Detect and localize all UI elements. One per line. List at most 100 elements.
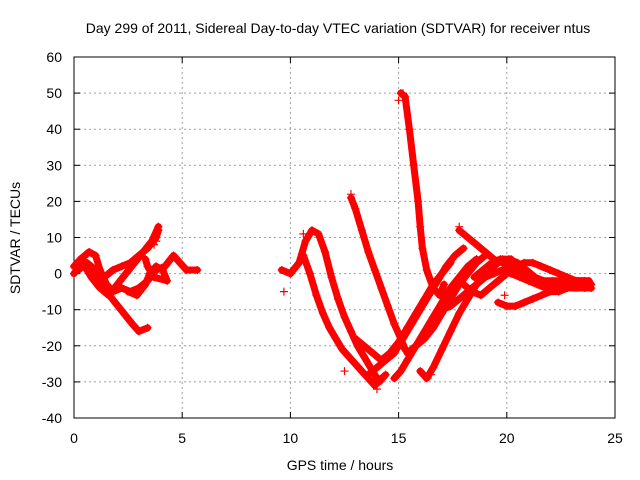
data-point	[463, 269, 472, 278]
y-tick-label: -10	[42, 302, 62, 318]
data-point	[463, 294, 472, 303]
data-point	[478, 265, 487, 274]
data-point	[572, 284, 581, 293]
data-point	[429, 323, 438, 332]
data-point	[565, 276, 574, 285]
data-point	[141, 255, 150, 264]
data-point	[446, 327, 455, 336]
series-5-line	[124, 255, 171, 299]
data-point	[331, 334, 340, 343]
x-axis-label: GPS time / hours	[287, 457, 394, 473]
data-point	[494, 276, 503, 285]
outlier-point	[427, 370, 436, 379]
data-point	[351, 359, 360, 368]
data-point	[113, 280, 122, 289]
y-tick-label: -20	[42, 338, 62, 354]
outlier-point	[455, 222, 464, 231]
data-point	[437, 305, 446, 314]
outlier-point	[398, 89, 407, 98]
data-point	[472, 258, 481, 267]
data-point	[357, 226, 366, 235]
data-point	[450, 251, 459, 260]
data-point	[403, 349, 412, 358]
data-point	[407, 320, 416, 329]
data-point	[119, 309, 128, 318]
data-point	[364, 247, 373, 256]
data-point	[533, 280, 542, 289]
x-tick-labels: 0 5 10 15 20 25	[70, 430, 623, 446]
data-point	[390, 349, 399, 358]
data-point	[559, 284, 568, 293]
x-tick-label: 20	[499, 430, 515, 446]
data-point	[507, 269, 516, 278]
data-point	[481, 273, 490, 282]
series-13-line	[416, 255, 515, 382]
x-tick-label: 5	[178, 430, 186, 446]
data-point	[416, 305, 425, 314]
data-point	[437, 345, 446, 354]
data-point	[476, 291, 485, 300]
y-tick-label: 20	[46, 193, 62, 209]
data-point	[82, 258, 91, 267]
series-8-line	[347, 194, 409, 353]
data-point	[418, 244, 427, 253]
data-point	[70, 269, 78, 278]
data-point	[359, 341, 368, 350]
data-point	[193, 265, 202, 274]
data-point	[574, 276, 583, 285]
data-point	[485, 284, 494, 293]
y-tick-label: 0	[54, 266, 62, 282]
data-point	[433, 276, 442, 285]
x-tick-label: 0	[70, 430, 78, 446]
y-tick-label: 60	[46, 49, 62, 65]
data-point	[537, 262, 546, 271]
data-point	[455, 309, 464, 318]
data-point	[377, 374, 386, 383]
series-14-line	[364, 244, 467, 379]
data-point	[383, 302, 392, 311]
data-point	[416, 222, 425, 231]
data-point	[511, 302, 520, 311]
data-point	[357, 367, 366, 376]
y-axis-label: SDTVAR / TECUs	[7, 182, 23, 294]
data-point	[143, 323, 152, 332]
outlier-point	[394, 96, 403, 105]
data-point	[169, 251, 178, 260]
data-point	[463, 233, 472, 242]
data-point	[494, 298, 503, 307]
data-point	[422, 265, 431, 274]
axis-ticks	[73, 56, 616, 419]
data-point	[372, 363, 381, 372]
data-point	[364, 370, 373, 379]
data-series	[70, 89, 596, 390]
data-point	[102, 287, 111, 296]
data-point	[321, 247, 330, 256]
chart-title: Day 299 of 2011, Sidereal Day-to-day VTE…	[86, 20, 590, 36]
data-point	[470, 273, 479, 282]
data-point	[314, 229, 323, 238]
data-point	[429, 363, 438, 372]
data-point	[513, 258, 522, 267]
data-point	[134, 327, 143, 336]
data-point	[396, 367, 405, 376]
data-point	[455, 294, 464, 303]
data-point	[305, 269, 314, 278]
data-point	[420, 334, 429, 343]
data-point	[327, 273, 336, 282]
data-point	[390, 320, 399, 329]
data-point	[489, 269, 498, 278]
y-tick-label: -40	[42, 410, 62, 426]
data-point	[93, 276, 102, 285]
outlier-point	[502, 302, 511, 311]
data-point	[301, 237, 310, 246]
data-point	[100, 273, 109, 282]
data-point	[132, 291, 141, 300]
outlier-points	[150, 89, 511, 394]
data-point	[381, 370, 390, 379]
data-point	[546, 265, 555, 274]
data-point	[504, 255, 513, 264]
data-point	[487, 258, 496, 267]
data-point	[440, 280, 449, 289]
data-point	[163, 276, 172, 285]
